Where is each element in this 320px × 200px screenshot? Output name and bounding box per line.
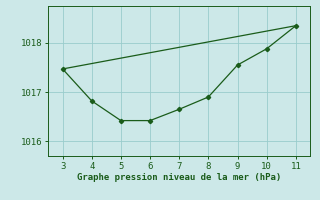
X-axis label: Graphe pression niveau de la mer (hPa): Graphe pression niveau de la mer (hPa) [77,173,281,182]
